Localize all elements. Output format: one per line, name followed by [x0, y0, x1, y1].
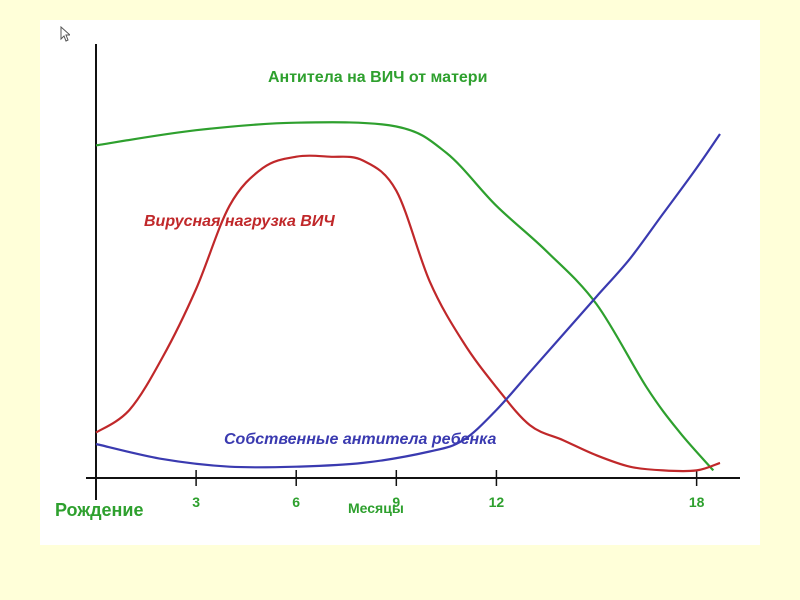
series-label-viral-load: Вирусная нагрузка ВИЧ [144, 213, 335, 230]
x-ticks: 3 6 9 12 18 [192, 470, 705, 510]
series-line-maternal-antibodies [95, 121, 715, 472]
series-labels: Антитела на ВИЧ от матери Вирусная нагру… [144, 69, 496, 448]
series-line-child-antibodies [95, 133, 721, 469]
series-label-child-antibodies: Собственные антитела ребенка [224, 431, 496, 448]
x-axis-label: Месяцы [348, 500, 404, 516]
series-lines [95, 121, 721, 473]
series-label-maternal-antibodies: Антитела на ВИЧ от матери [268, 69, 487, 86]
x-tick-label: 9 [392, 494, 400, 510]
series-line-viral-load [95, 154, 721, 473]
x-tick-label: 3 [192, 494, 200, 510]
axes [86, 44, 740, 500]
origin-label: Рождение [55, 500, 143, 520]
cursor-arrow-icon [60, 26, 70, 42]
x-tick-label: 6 [292, 494, 300, 510]
x-tick-label: 18 [689, 494, 705, 510]
x-tick-label: 12 [489, 494, 505, 510]
